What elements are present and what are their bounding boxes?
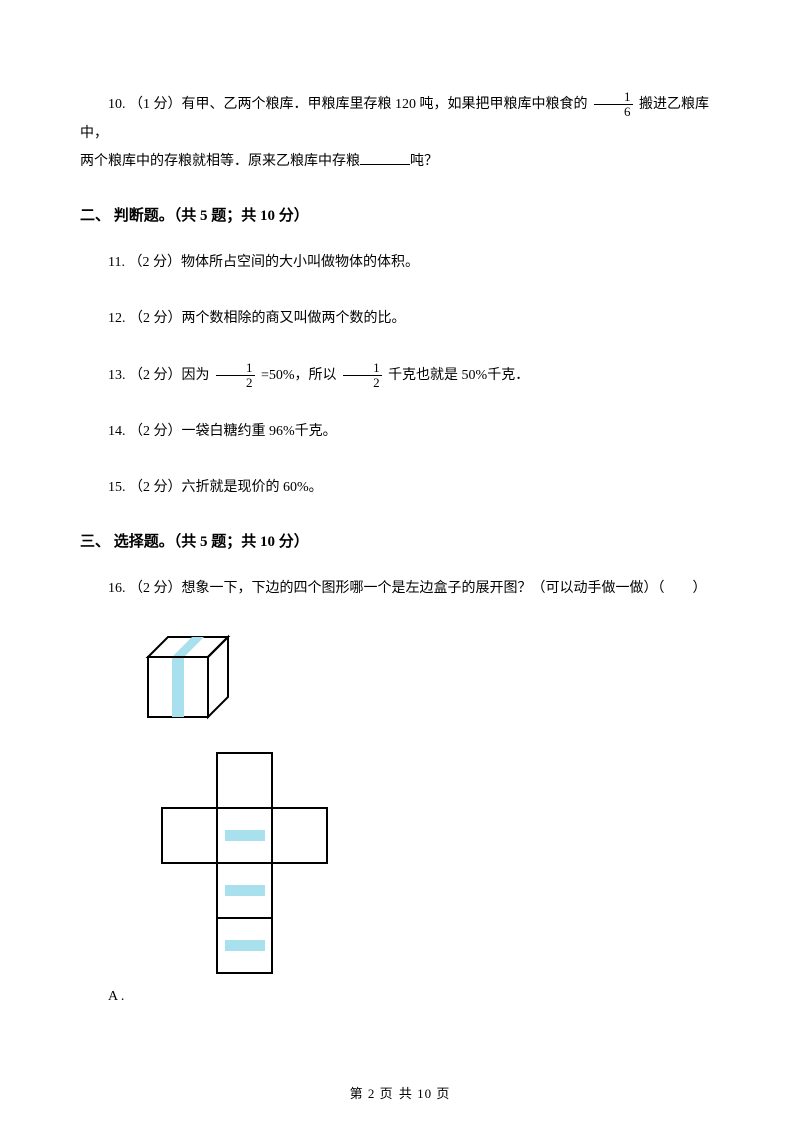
option-a-label: A .	[80, 989, 720, 1005]
q13-b: =50%，所以	[261, 368, 340, 383]
question-16: 16. （2 分）想象一下，下边的四个图形哪一个是左边盒子的展开图？（可以动手做…	[80, 575, 720, 603]
question-12: 12. （2 分）两个数相除的商又叫做两个数的比。	[80, 305, 720, 333]
net-diagram-a	[160, 751, 720, 981]
cube-diagram	[140, 631, 720, 731]
blank-input	[360, 151, 410, 165]
question-10: 10. （1 分）有甲、乙两个粮库．甲粮库里存粮 120 吨，如果把甲粮库中粮食…	[80, 90, 720, 176]
fraction-half-2: 1 2	[343, 361, 382, 391]
question-15: 15. （2 分）六折就是现价的 60%。	[80, 474, 720, 502]
question-14: 14. （2 分）一袋白糖约重 96%千克。	[80, 418, 720, 446]
section-2-header: 二、 判断题。（共 5 题；共 10 分）	[80, 204, 720, 225]
q10-line2a: 两个粮库中的存粮就相等．原来乙粮库中存粮	[80, 154, 360, 169]
footer-total: 共 10 页	[399, 1086, 451, 1101]
fraction-1-6: 1 6	[594, 90, 633, 120]
footer-page: 第 2 页	[350, 1086, 394, 1101]
fraction-half-1: 1 2	[216, 361, 255, 391]
q10-text-a: 10. （1 分）有甲、乙两个粮库．甲粮库里存粮 120 吨，如果把甲粮库中粮食…	[108, 97, 588, 112]
question-13: 13. （2 分）因为 1 2 =50%，所以 1 2 千克也就是 50%千克．	[80, 361, 720, 391]
q13-a: 13. （2 分）因为	[108, 368, 213, 383]
section-3-header: 三、 选择题。（共 5 题；共 10 分）	[80, 530, 720, 551]
q10-line2b: 吨？	[410, 154, 438, 169]
question-11: 11. （2 分）物体所占空间的大小叫做物体的体积。	[80, 249, 720, 277]
page-footer: 第 2 页 共 10 页	[0, 1083, 800, 1102]
q13-c: 千克也就是 50%千克．	[388, 368, 529, 383]
